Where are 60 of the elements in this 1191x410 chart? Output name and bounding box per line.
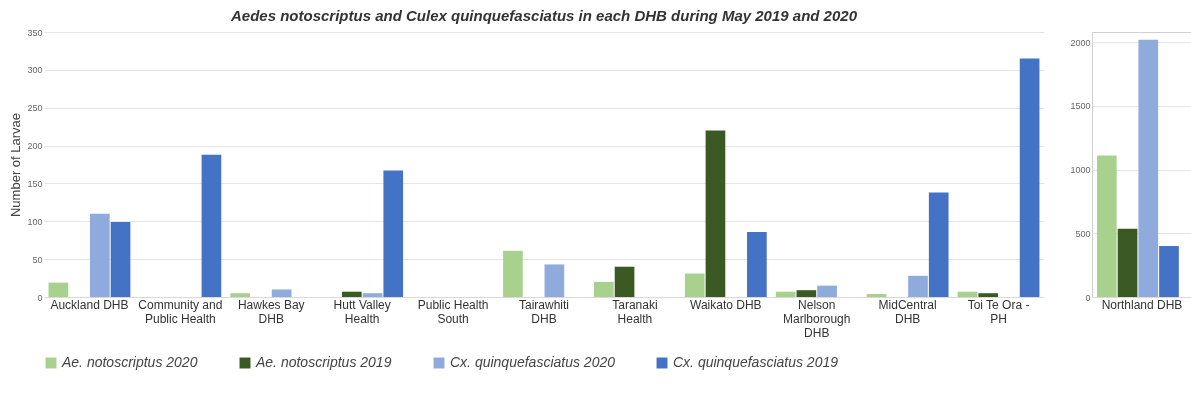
y-axis-title: Number of Larvae xyxy=(8,112,24,218)
y-tick-label: 0 xyxy=(1085,292,1091,303)
bar xyxy=(1159,246,1179,297)
x-tick-label: Tairawhiti DHB xyxy=(518,297,570,326)
bar xyxy=(383,170,404,297)
y-tick-label: 50 xyxy=(32,254,43,265)
bar xyxy=(957,291,978,297)
bar xyxy=(48,282,69,297)
x-tick-label: Public Health South xyxy=(417,297,489,326)
x-tick-label: Waikato DHB xyxy=(690,297,762,312)
y-tick-label: 2000 xyxy=(1070,37,1091,48)
x-tick-label: Northland DHB xyxy=(1101,297,1183,312)
y-tick-label: 200 xyxy=(27,141,43,152)
bar xyxy=(908,275,928,297)
bar xyxy=(201,154,222,297)
y-tick-label: 350 xyxy=(27,27,43,38)
bar xyxy=(341,291,362,297)
x-tick-label: MidCentral DHB xyxy=(878,297,937,326)
x-tick-label: Hawkes Bay DHB xyxy=(237,297,305,326)
bar xyxy=(1019,58,1040,297)
bar xyxy=(705,130,726,297)
bar xyxy=(1138,39,1159,297)
legend-label: Cx. quinquefasciatus 2019 xyxy=(673,354,839,370)
y-tick-label: 300 xyxy=(27,65,43,76)
bar xyxy=(230,293,251,297)
bar xyxy=(89,213,110,297)
bar xyxy=(866,293,887,297)
y-tick-label: 250 xyxy=(27,103,43,114)
legend-label: Ae. notoscriptus 2020 xyxy=(61,354,198,370)
legend-label: Cx. quinquefasciatus 2020 xyxy=(450,354,616,370)
bar xyxy=(817,285,837,297)
x-tick-label: Nelson Marlborough DHB xyxy=(783,297,851,340)
y-tick-label: 0 xyxy=(37,292,43,303)
bar xyxy=(978,293,999,297)
bar xyxy=(594,281,614,297)
y-tick-label: 150 xyxy=(27,178,43,189)
bar xyxy=(775,291,796,297)
bar xyxy=(928,192,949,297)
bar xyxy=(362,293,383,297)
x-tick-label: Taranaki Health xyxy=(612,297,658,326)
x-tick-label: Hutt Valley Health xyxy=(333,297,391,326)
bar xyxy=(110,222,131,297)
x-tick-label: Auckland DHB xyxy=(50,297,129,312)
bar xyxy=(1117,228,1138,297)
bar xyxy=(747,231,767,297)
bar xyxy=(503,250,523,297)
y-tick-label: 100 xyxy=(27,216,43,227)
x-tick-label: Toi Te Ora - PH xyxy=(967,297,1030,326)
chart-title: Aedes notoscriptus and Culex quinquefasciatus in each DHB during May 2019 and 2020 xyxy=(230,7,858,24)
bar xyxy=(796,290,817,297)
bar xyxy=(271,289,292,297)
legend-label: Ae. notoscriptus 2019 xyxy=(255,354,392,370)
bar xyxy=(1097,155,1117,297)
y-tick-label: 500 xyxy=(1075,228,1091,239)
y-tick-label: 1000 xyxy=(1070,165,1091,176)
bar xyxy=(684,273,705,297)
y-tick-label: 1500 xyxy=(1070,101,1091,112)
bar xyxy=(614,266,635,297)
x-tick-label: Community and Public Health xyxy=(138,297,223,326)
bar xyxy=(544,264,565,297)
